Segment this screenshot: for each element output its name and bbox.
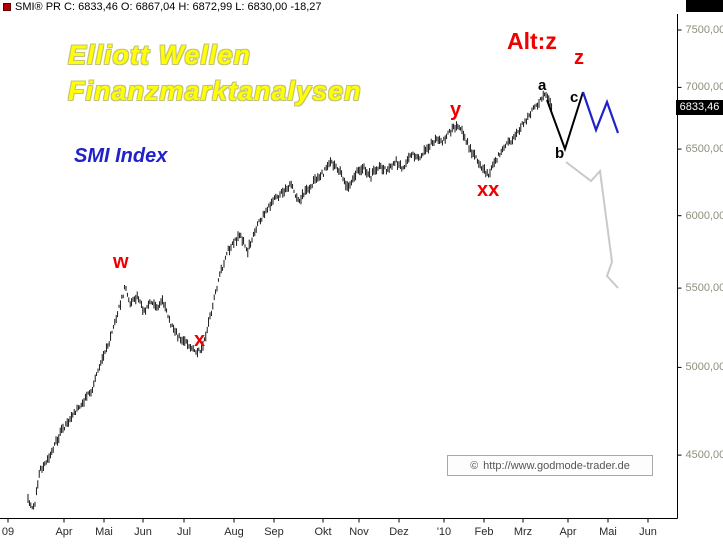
month-label-12: Mrz (513, 525, 533, 538)
month-label-7: Okt (314, 525, 332, 538)
price-axis-label-2: 6500,00 (685, 143, 723, 156)
month-label-2: Mai (95, 525, 113, 538)
wave-label-c: c (570, 89, 579, 106)
month-label-9: Dez (389, 525, 409, 538)
wave-label-y: y (450, 99, 462, 121)
month-label-5: Aug (224, 525, 244, 538)
month-label-11: Feb (474, 525, 494, 538)
watermark-badge[interactable]: © http://www.godmode-trader.de (447, 455, 653, 476)
month-label-1: Apr (55, 525, 73, 538)
price-axis-label-1: 7000,00 (685, 81, 723, 94)
symbol-header: SMI® PR C: 6833,46 O: 6867,04 H: 6872,99… (0, 0, 322, 14)
month-label-13: Apr (559, 525, 577, 538)
chart-symbol-icon (3, 3, 11, 11)
month-label-10: '10 (436, 525, 452, 538)
wave-label-xx: xx (477, 179, 500, 201)
wave-label-altz: Alt:z (507, 28, 557, 54)
wave-label-z: z (574, 47, 584, 69)
month-label-0: 09 (1, 525, 15, 538)
month-label-6: Sep (264, 525, 284, 538)
month-label-8: Nov (349, 525, 369, 538)
month-label-15: Jun (639, 525, 657, 538)
watermark-url: http://www.godmode-trader.de (483, 459, 630, 472)
index-name-label: SMI Index (74, 145, 168, 167)
wave-label-b: b (555, 145, 565, 162)
month-label-4: Jul (176, 525, 192, 538)
projection-black-abc (546, 91, 584, 153)
price-axis-label-5: 5000,00 (685, 361, 723, 374)
window-corner-box (686, 0, 723, 12)
projection-blue-alt (581, 91, 620, 134)
brand-title-line2: Finanzmarktanalysen (68, 76, 362, 106)
month-label-3: Jun (134, 525, 152, 538)
wave-label-w: w (113, 251, 129, 273)
wave-label-x: x (194, 329, 206, 351)
price-axis-label-0: 7500,00 (685, 24, 723, 36)
brand-title-line1: Elliott Wellen (68, 40, 252, 70)
price-axis-label-4: 5500,00 (685, 282, 723, 295)
price-bars (27, 90, 553, 510)
copyright-icon: © (470, 459, 479, 472)
wave-label-a: a (538, 77, 547, 94)
price-axis-label-3: 6000,00 (685, 209, 723, 222)
current-price-tag: 6833,46 (676, 100, 723, 115)
month-label-14: Mai (599, 525, 617, 538)
price-axis-label-6: 4500,00 (685, 449, 723, 462)
projection-gray-bear (565, 161, 619, 289)
symbol-info-text: SMI® PR C: 6833,46 O: 6867,04 H: 6872,99… (15, 1, 322, 13)
